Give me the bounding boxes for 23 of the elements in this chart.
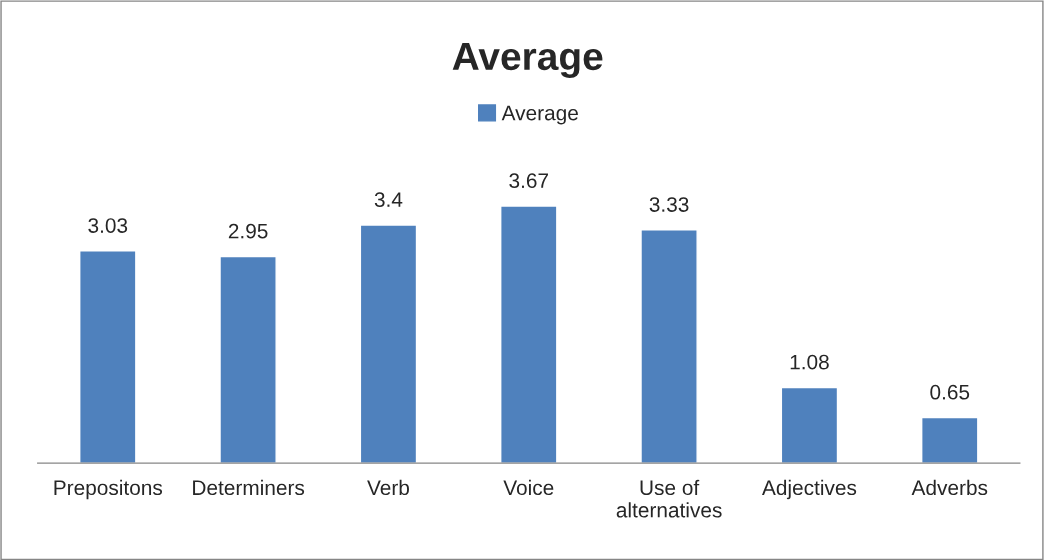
x-tick-label: Verb bbox=[367, 479, 409, 496]
data-label: 3.67 bbox=[509, 173, 548, 189]
bar bbox=[640, 229, 698, 464]
legend-label: Average bbox=[501, 105, 578, 125]
data-label: 3.4 bbox=[374, 192, 403, 207]
x-tick-label: Adjectives bbox=[762, 479, 857, 500]
data-label: 3.03 bbox=[88, 218, 128, 233]
bar bbox=[920, 416, 979, 464]
bar bbox=[359, 224, 418, 464]
data-label: 2.95 bbox=[228, 223, 268, 239]
x-tick-label: Determiners bbox=[193, 479, 305, 496]
x-tick-label: Prepositons bbox=[54, 479, 163, 500]
bar bbox=[79, 250, 137, 464]
x-tick-label: Voice bbox=[503, 479, 554, 496]
x-tick-label: Adverbs bbox=[911, 479, 988, 496]
bar bbox=[780, 386, 839, 464]
bar bbox=[500, 205, 558, 464]
data-label: 3.33 bbox=[649, 197, 689, 212]
x-tick-label: Use of alternatives bbox=[616, 479, 722, 518]
bar bbox=[219, 255, 277, 464]
data-label: 1.08 bbox=[790, 354, 829, 370]
chart-title: Average bbox=[452, 43, 603, 79]
data-label: 0.65 bbox=[930, 384, 970, 400]
